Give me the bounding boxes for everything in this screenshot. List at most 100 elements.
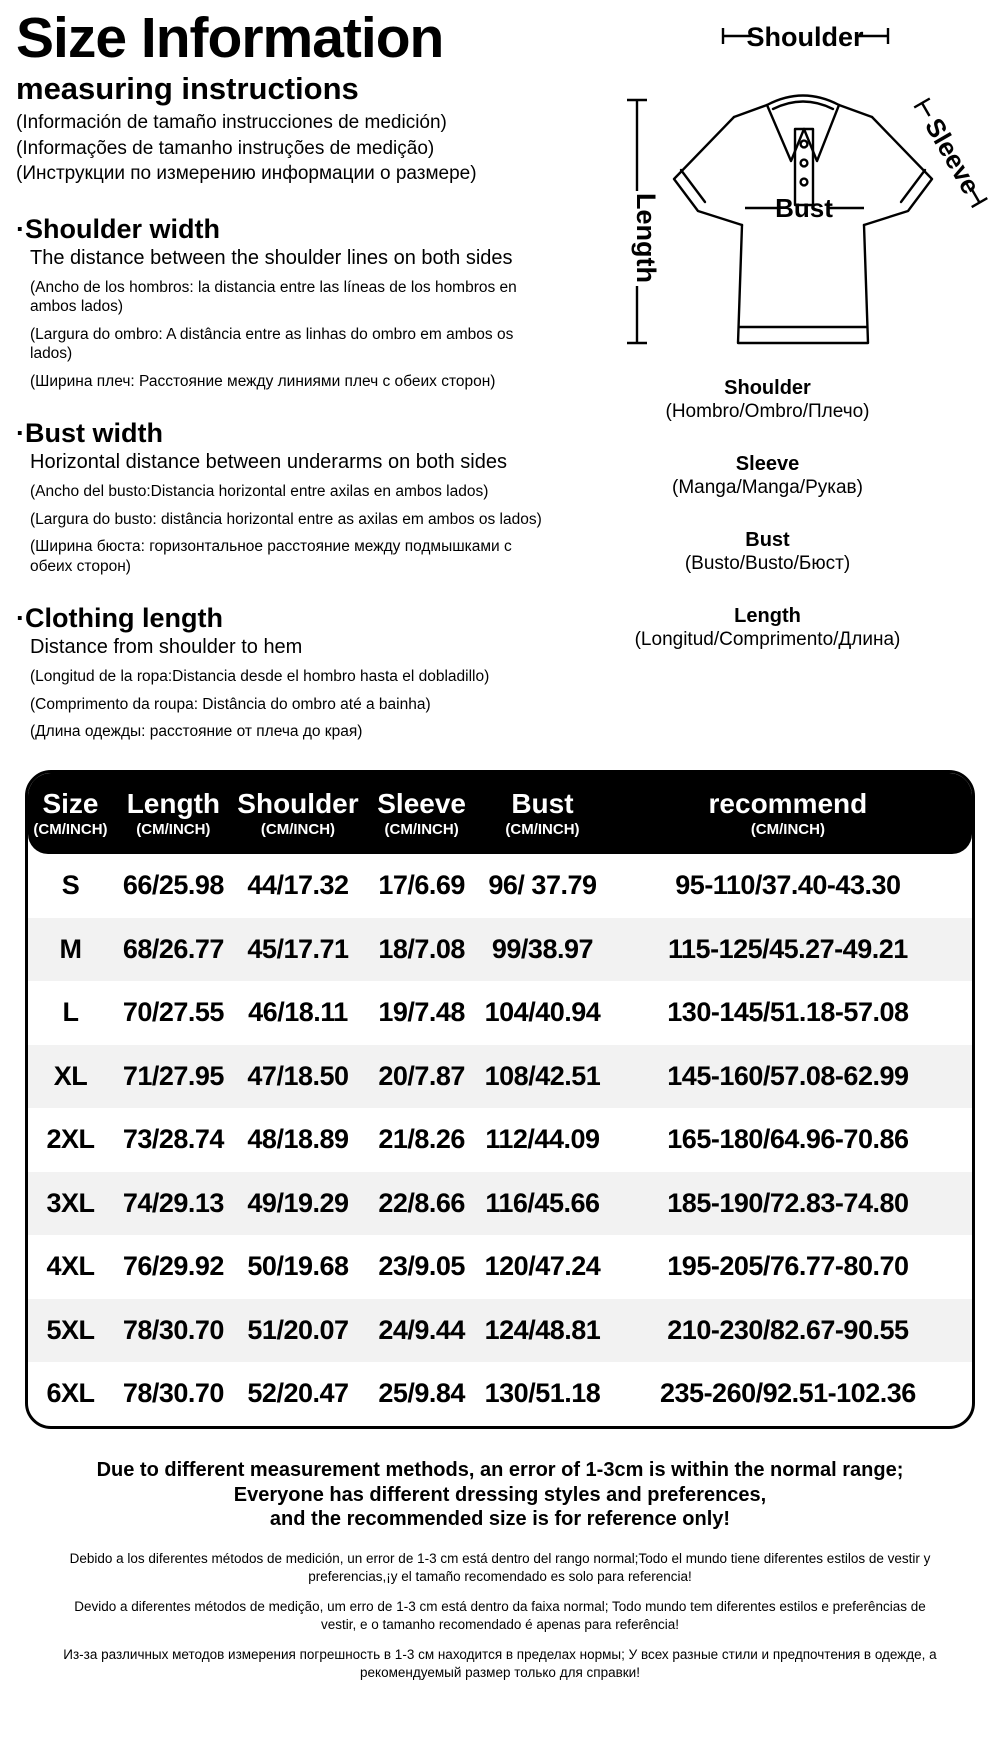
measurement-cell: 165-180/64.96-70.86 <box>667 1124 909 1155</box>
measuring-instructions-column: Size Information measuring instructions … <box>16 6 548 742</box>
measurement-cell: 23/9.05 <box>378 1251 465 1282</box>
diagram-legend: Shoulder (Hombro/Ombro/Плечо) Sleeve (Ma… <box>545 376 990 652</box>
table-row: 5XL 78/30.70 51/20.07 24/9.44 124/48.81 210-2… <box>28 1298 972 1362</box>
column-label: Bust <box>511 788 574 819</box>
measurement-cell: 49/19.29 <box>247 1187 349 1218</box>
column-header-recommend: recommend (CM/INCH) <box>604 787 972 840</box>
legend-term: Length <box>734 605 801 627</box>
measurement-cell: 130/51.18 <box>484 1378 601 1409</box>
column-label: Sleeve <box>377 788 466 819</box>
size-cell: 6XL <box>46 1378 95 1409</box>
page-title: Size Information <box>16 6 444 70</box>
column-label: Length <box>126 788 221 819</box>
measurement-cell: 47/18.50 <box>247 1060 349 1091</box>
measurement-cell: 20/7.87 <box>378 1060 465 1091</box>
measurement-cell: 48/18.89 <box>247 1124 349 1155</box>
section-translation-pt: (Largura do busto: distância horizontal … <box>30 510 542 528</box>
column-header-length: Length (CM/INCH) <box>113 787 234 840</box>
column-header-size: Size (CM/INCH) <box>28 787 113 840</box>
size-cell: L <box>62 997 79 1028</box>
section-translation-ru: (Ширина бюста: горизонтальное расстояние… <box>30 538 512 575</box>
bullet-glyph: · <box>16 418 25 448</box>
measurement-cell: 104/40.94 <box>484 997 601 1028</box>
table-row: 2XL 73/28.74 48/18.89 21/8.26 112/44.09 165-1… <box>28 1108 972 1172</box>
column-header-bust: Bust (CM/INCH) <box>481 787 604 840</box>
section-description: Distance from shoulder to hem <box>30 636 303 658</box>
size-table-section: Size (CM/INCH) Length (CM/INCH) Shoulder… <box>25 770 975 1429</box>
diagram-sleeve-label: Sleeve <box>919 113 986 199</box>
measurement-cell: 78/30.70 <box>122 1314 225 1345</box>
legend-shoulder: Shoulder (Hombro/Ombro/Плечо) <box>545 376 990 424</box>
column-label: recommend <box>708 788 868 819</box>
bullet-glyph: · <box>16 603 25 633</box>
size-table-header: Size (CM/INCH) Length (CM/INCH) Shoulder… <box>28 773 972 854</box>
measurement-cell: 68/26.77 <box>122 933 225 964</box>
column-header-sleeve: Sleeve (CM/INCH) <box>362 787 481 840</box>
section-description: Horizontal distance between underarms on… <box>30 451 507 473</box>
section-description: The distance between the shoulder lines … <box>30 246 513 269</box>
column-unit: (CM/INCH) <box>384 821 459 838</box>
section-translation-ru: (Ширина плеч: Расстояние между линиями п… <box>30 372 496 390</box>
measurement-cell: 44/17.32 <box>247 870 349 901</box>
measurement-cell: 185-190/72.83-74.80 <box>667 1187 909 1218</box>
page-subtitle: measuring instructions <box>16 71 359 106</box>
section-heading-text: Clothing length <box>25 603 223 633</box>
diagram-column: Shoulder Length S <box>545 8 990 680</box>
section-translation-pt: (Comprimento da roupa: Distância do ombr… <box>30 695 431 713</box>
section-translation-ru: (Длина одежды: расстояние от плеча до кр… <box>30 723 363 740</box>
footer: Due to different measurement methods, an… <box>0 1458 1000 1694</box>
measurement-cell: 210-230/82.67-90.55 <box>667 1314 909 1345</box>
table-row: 6XL 78/30.70 52/20.47 25/9.84 130/51.18 235-2… <box>28 1362 972 1426</box>
intro-translation-pt: (Informações de tamanho instruções de me… <box>16 137 435 159</box>
measurement-cell: 115-125/45.27-49.21 <box>668 933 908 964</box>
table-row: S 66/25.98 44/17.32 17/6.69 96/ 37.79 95-110/… <box>28 854 972 918</box>
measurement-cell: 99/38.97 <box>491 933 594 964</box>
shoulder-measure-line <box>721 28 890 44</box>
footer-note-line: and the recommended size is for referenc… <box>269 1508 731 1530</box>
measurement-cell: 25/9.84 <box>378 1378 465 1409</box>
measurement-cell: 74/29.13 <box>122 1187 225 1218</box>
length-measure-line <box>627 98 647 345</box>
intro-translations: (Información de tamaño instrucciones de … <box>16 111 548 187</box>
table-row: M 68/26.77 45/17.71 18/7.08 99/38.97 115-125/… <box>28 917 972 981</box>
polo-shirt-diagram: Shoulder Length S <box>545 8 990 360</box>
size-cell: M <box>59 933 82 964</box>
measurement-cell: 130-145/51.18-57.08 <box>667 997 909 1028</box>
column-label: Size <box>42 788 99 819</box>
legend-bust: Bust (Busto/Busto/Бюст) <box>545 528 990 576</box>
section-translation-pt: (Largura do ombro: A distância entre as … <box>30 325 514 363</box>
measurement-cell: 76/29.92 <box>122 1251 225 1282</box>
size-cell: XL <box>53 1060 88 1091</box>
footer-paragraph-ru: Из-за различных методов измерения погреш… <box>63 1646 937 1681</box>
intro-translation-es: (Información de tamaño instrucciones de … <box>16 112 447 133</box>
measurement-cell: 73/28.74 <box>122 1124 225 1155</box>
measurement-cell: 112/44.09 <box>485 1124 600 1155</box>
table-row: 4XL 76/29.92 50/19.68 23/9.05 120/47.24 195-2… <box>28 1235 972 1299</box>
legend-translation: (Longitud/Comprimento/Длина) <box>634 629 901 650</box>
column-unit: (CM/INCH) <box>260 821 336 838</box>
size-cell: S <box>61 870 80 901</box>
section-heading: ·Clothing length <box>16 603 548 633</box>
measurement-cell: 18/7.08 <box>378 933 465 964</box>
bullet-glyph: · <box>16 213 25 244</box>
column-unit: (CM/INCH) <box>505 821 580 838</box>
measurement-cell: 116/45.66 <box>485 1187 600 1218</box>
footer-note-line: Everyone has different dressing styles a… <box>233 1483 767 1506</box>
measurement-cell: 120/47.24 <box>484 1251 601 1282</box>
diagram-shoulder-label: Shoulder <box>746 22 863 52</box>
column-unit: (CM/INCH) <box>136 821 211 838</box>
measurement-cell: 95-110/37.40-43.30 <box>675 870 901 901</box>
measurement-cell: 45/17.71 <box>247 933 349 964</box>
measurement-cell: 46/18.11 <box>248 997 348 1028</box>
measurement-cell: 235-260/92.51-102.36 <box>660 1378 916 1409</box>
measurement-cell: 17/6.69 <box>378 870 465 901</box>
section-translation-es: (Ancho del busto:Distancia horizontal en… <box>30 483 489 500</box>
footer-translations: Debido a los diferentes métodos de medic… <box>0 1550 1000 1683</box>
footer-note-line: Due to different measurement methods, an… <box>96 1459 904 1481</box>
size-table-body: S 66/25.98 44/17.32 17/6.69 96/ 37.79 95-110/… <box>28 854 972 1426</box>
section-heading-text: Bust width <box>25 418 163 448</box>
intro-translation-ru: (Инструкции по измерению информации о ра… <box>16 163 477 184</box>
section-heading: ·Bust width <box>16 418 548 448</box>
measurement-cell: 50/19.68 <box>247 1251 349 1282</box>
size-cell: 3XL <box>46 1187 95 1218</box>
